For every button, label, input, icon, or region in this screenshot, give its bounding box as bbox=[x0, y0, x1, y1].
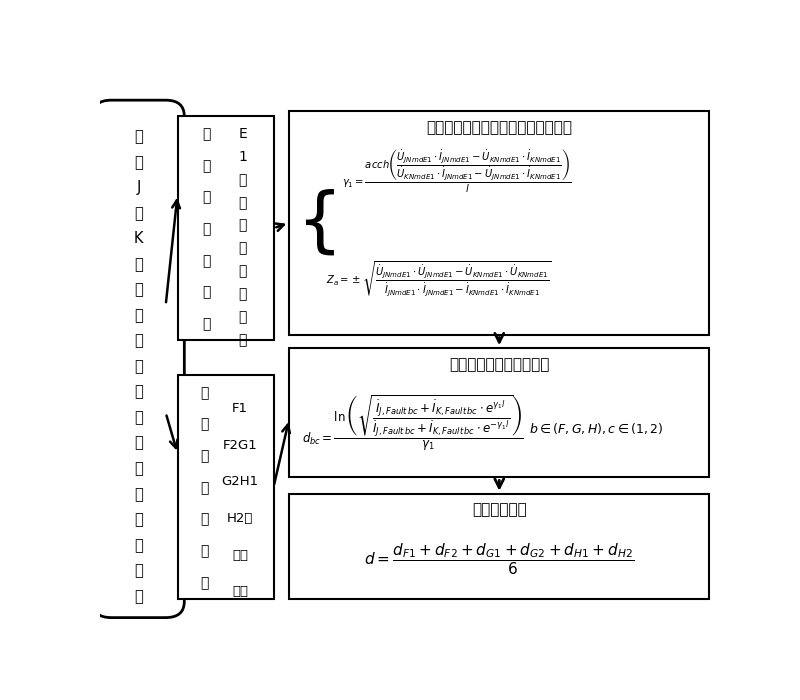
Text: 、: 、 bbox=[134, 206, 143, 221]
Text: 正: 正 bbox=[202, 190, 210, 204]
Text: 1: 1 bbox=[238, 150, 247, 164]
Text: 频: 频 bbox=[134, 538, 143, 553]
Text: 电: 电 bbox=[238, 196, 247, 210]
Text: 流: 流 bbox=[238, 287, 247, 301]
Text: 序: 序 bbox=[238, 173, 247, 187]
Text: 算: 算 bbox=[134, 486, 143, 502]
Text: $b\in(F,G,H),c\in(1,2)$: $b\in(F,G,H),c\in(1,2)$ bbox=[529, 421, 663, 436]
Text: 压: 压 bbox=[134, 333, 143, 349]
FancyBboxPatch shape bbox=[93, 100, 184, 617]
Text: 故障测距结果: 故障测距结果 bbox=[472, 503, 526, 517]
Text: 算: 算 bbox=[200, 417, 209, 431]
Text: 状: 状 bbox=[200, 512, 209, 526]
Text: 基于同向模量的线路参数自适应处理: 基于同向模量的线路参数自适应处理 bbox=[426, 120, 572, 136]
Bar bbox=[289, 111, 710, 335]
Text: 压: 压 bbox=[238, 218, 247, 232]
Text: 分: 分 bbox=[238, 310, 247, 324]
Text: 量: 量 bbox=[134, 435, 143, 451]
Text: {: { bbox=[297, 188, 342, 258]
Bar bbox=[289, 348, 710, 477]
Text: 态: 态 bbox=[200, 545, 209, 559]
Text: 工: 工 bbox=[134, 512, 143, 527]
Text: 和: 和 bbox=[134, 359, 143, 374]
Text: 两: 两 bbox=[134, 257, 143, 272]
Text: 常: 常 bbox=[202, 222, 210, 236]
Text: 算: 算 bbox=[202, 159, 210, 173]
Text: $Z_a=\pm\sqrt{\dfrac{\dot{U}_{JNmdE1}\cdot\dot{U}_{JNmdE1}-\dot{U}_{KNmdE1}\cdot: $Z_a=\pm\sqrt{\dfrac{\dot{U}_{JNmdE1}\cd… bbox=[326, 259, 552, 298]
Bar bbox=[178, 116, 274, 340]
Text: 的: 的 bbox=[202, 317, 210, 331]
Text: 障: 障 bbox=[200, 481, 209, 495]
Text: 集: 集 bbox=[134, 155, 143, 170]
Text: $d_{bc}=\dfrac{\ln\left(\sqrt{\dfrac{\dot{I}_{J,Fault\,bc}+\dot{I}_{K,Fault\,bc}: $d_{bc}=\dfrac{\ln\left(\sqrt{\dfrac{\do… bbox=[302, 393, 523, 453]
Text: 端: 端 bbox=[134, 283, 143, 298]
Text: 分量: 分量 bbox=[232, 585, 248, 598]
Text: 的: 的 bbox=[200, 576, 209, 590]
Text: E: E bbox=[238, 127, 247, 141]
Bar bbox=[289, 494, 710, 598]
Text: $\gamma_1=\dfrac{acch\left(\dfrac{\dot{U}_{JNmdE1}\cdot\dot{I}_{JNmdE1}-\dot{U}_: $\gamma_1=\dfrac{acch\left(\dfrac{\dot{U… bbox=[342, 148, 571, 195]
Text: 电: 电 bbox=[134, 308, 143, 323]
Text: 相: 相 bbox=[134, 564, 143, 578]
Text: 采: 采 bbox=[134, 130, 143, 144]
Text: 电流: 电流 bbox=[232, 549, 248, 561]
Text: 和: 和 bbox=[238, 241, 247, 255]
Text: 计: 计 bbox=[202, 127, 210, 141]
Text: G2H1: G2H1 bbox=[222, 475, 258, 489]
Text: 流: 流 bbox=[134, 410, 143, 425]
Text: 电: 电 bbox=[134, 384, 143, 400]
Text: 态: 态 bbox=[202, 286, 210, 300]
Text: 量: 量 bbox=[134, 589, 143, 604]
Text: 计: 计 bbox=[200, 386, 209, 400]
Text: H2序: H2序 bbox=[226, 512, 253, 525]
Text: 量: 量 bbox=[238, 333, 247, 347]
Bar bbox=[178, 375, 274, 598]
Text: 电: 电 bbox=[238, 265, 247, 279]
Text: F1: F1 bbox=[232, 402, 248, 415]
Text: J: J bbox=[136, 181, 141, 195]
Text: 计: 计 bbox=[134, 461, 143, 476]
Text: 故: 故 bbox=[200, 449, 209, 463]
Text: F2G1: F2G1 bbox=[222, 439, 258, 452]
Text: 基于环流模量的故障测距: 基于环流模量的故障测距 bbox=[449, 357, 550, 372]
Text: $d=\dfrac{d_{F1}+d_{F2}+d_{G1}+d_{G2}+d_{H1}+d_{H2}}{6}$: $d=\dfrac{d_{F1}+d_{F2}+d_{G1}+d_{G2}+d_… bbox=[364, 541, 634, 577]
Text: 状: 状 bbox=[202, 254, 210, 268]
Text: K: K bbox=[134, 232, 143, 246]
